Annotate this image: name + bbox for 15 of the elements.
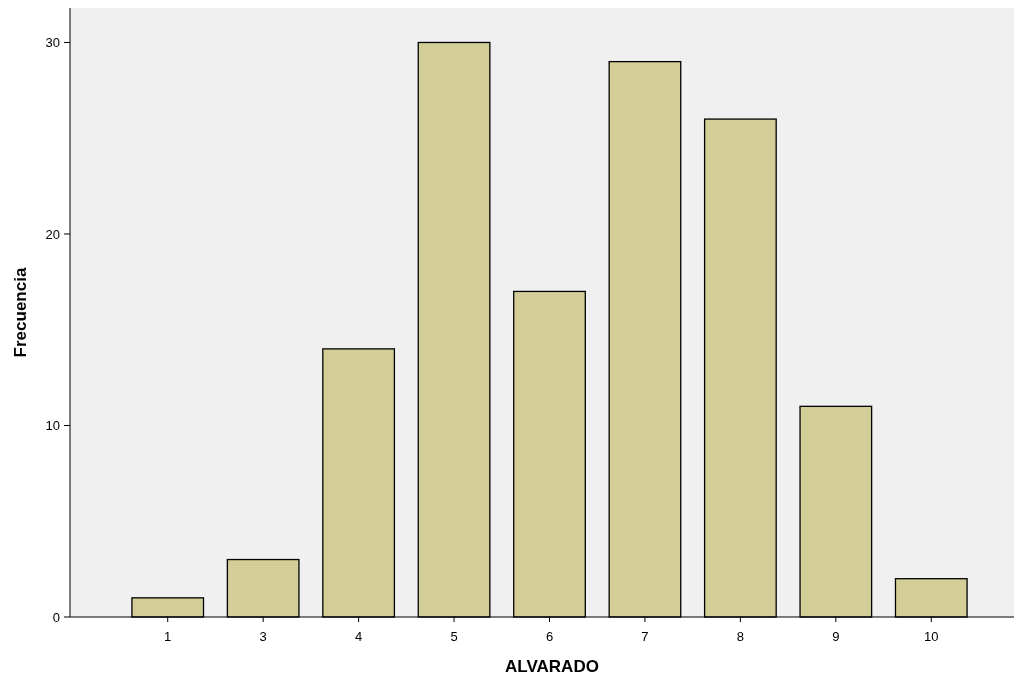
y-tick-label: 30 [45, 35, 60, 51]
y-axis-title: Frecuencia [11, 267, 30, 358]
x-tick-label: 8 [736, 629, 745, 644]
x-tick-label: 9 [832, 629, 840, 644]
y-tick-label: 10 [45, 418, 60, 434]
x-tick-label: 1 [164, 629, 172, 644]
x-tick-label: 10 [924, 629, 939, 644]
x-tick-label: 5 [450, 629, 458, 644]
x-tick-label: 4 [354, 629, 363, 644]
x-tick-label: 3 [259, 629, 267, 644]
x-axis-title: ALVARADO [505, 657, 599, 676]
x-tick-label: 7 [641, 629, 649, 644]
x-tick-label: 6 [545, 629, 554, 644]
y-tick-label: 0 [52, 609, 60, 625]
y-tick-label: 20 [45, 226, 60, 242]
